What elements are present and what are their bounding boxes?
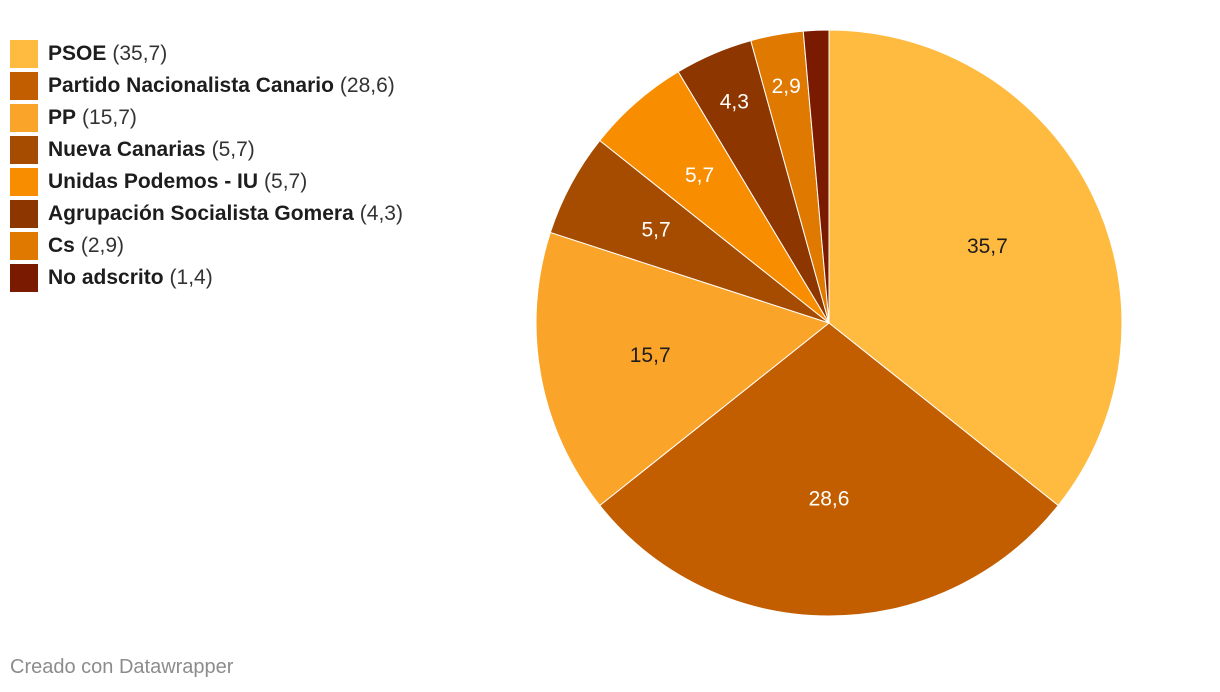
legend-swatch (10, 104, 38, 132)
legend-swatch (10, 232, 38, 260)
legend-label: Cs (48, 234, 75, 257)
slice-value-label: 5,7 (641, 219, 670, 242)
legend-value: (35,7) (112, 42, 168, 65)
legend-item: No adscrito (1,4) (10, 262, 403, 294)
slice-value-label: 35,7 (967, 235, 1008, 258)
legend-item: PSOE (35,7) (10, 38, 403, 70)
legend-value: (2,9) (80, 234, 125, 257)
legend-value: (5,7) (264, 170, 308, 193)
legend-label: Nueva Canarias (48, 138, 206, 161)
legend-label: Unidas Podemos - IU (48, 170, 259, 193)
pie-slice (828, 29, 1123, 507)
slice-value-label: 15,7 (630, 344, 671, 367)
pie-slices (535, 29, 1123, 617)
legend-item: Nueva Canarias (5,7) (10, 134, 403, 166)
legend-label: Agrupación Socialista Gomera (48, 202, 354, 225)
legend-item: Agrupación Socialista Gomera (4,3) (10, 198, 403, 230)
legend-label: Partido Nacionalista Canario (48, 74, 334, 97)
slice-value-label: 5,7 (685, 164, 714, 187)
legend-value: (15,7) (82, 106, 137, 129)
legend-swatch (10, 136, 38, 164)
pie-labels: 35,7 28,6 15,7 5,7 5,7 4,3 2,9 (630, 75, 1008, 510)
legend-item: Partido Nacionalista Canario (28,6) (10, 70, 403, 102)
legend-swatch (10, 264, 38, 292)
legend-value: (1,4) (169, 266, 213, 289)
legend-label: No adscrito (48, 266, 164, 289)
legend-value: (5,7) (211, 138, 255, 161)
legend: PSOE (35,7) Partido Nacionalista Canario (2… (10, 38, 403, 294)
legend-value: (28,6) (339, 74, 395, 97)
legend-swatch (10, 168, 38, 196)
legend-swatch (10, 72, 38, 100)
legend-item: Cs (2,9) (10, 230, 403, 262)
legend-item: PP (15,7) (10, 102, 403, 134)
slice-value-label: 2,9 (772, 75, 801, 98)
pie-slice (599, 322, 1059, 617)
pie-slice (535, 231, 831, 507)
credit-text[interactable]: Creado con Datawrapper (10, 656, 234, 678)
legend-label: PSOE (48, 42, 107, 65)
legend-label: PP (48, 106, 77, 129)
legend-swatch (10, 40, 38, 68)
legend-value: (4,3) (359, 202, 403, 225)
slice-value-label: 4,3 (720, 91, 749, 114)
legend-item: Unidas Podemos - IU (5,7) (10, 166, 403, 198)
slice-value-label: 28,6 (809, 487, 850, 510)
legend-swatch (10, 200, 38, 228)
pie-slice (802, 29, 830, 324)
